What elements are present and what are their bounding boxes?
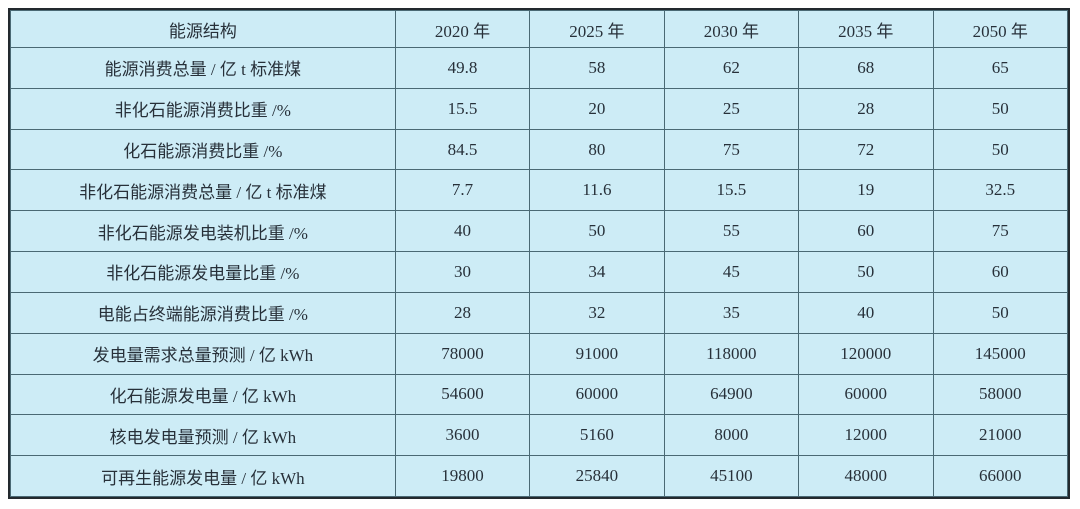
table-row: 电能占终端能源消费比重 /% 28 32 35 40 50 (10, 291, 1068, 334)
table-cell: 60 (798, 210, 934, 253)
table-cell: 58000 (932, 373, 1068, 416)
table-cell: 58 (529, 47, 665, 89)
table-row: 化石能源发电量 / 亿 kWh 54600 60000 64900 60000 … (10, 373, 1068, 416)
table-row: 发电量需求总量预测 / 亿 kWh 78000 91000 118000 120… (10, 332, 1068, 375)
row-label: 电能占终端能源消费比重 /% (10, 291, 396, 334)
table-cell: 5160 (529, 414, 665, 457)
table-cell: 75 (932, 210, 1068, 253)
table-cell: 8000 (663, 414, 800, 457)
table-row: 可再生能源发电量 / 亿 kWh 19800 25840 45100 48000… (10, 455, 1068, 497)
table-cell: 84.5 (394, 128, 531, 171)
row-label: 非化石能源发电装机比重 /% (10, 210, 396, 253)
column-header-structure: 能源结构 (10, 10, 396, 48)
table-cell: 64900 (663, 373, 800, 416)
table-cell: 11.6 (529, 169, 665, 212)
table-cell: 80 (529, 128, 665, 171)
row-label: 可再生能源发电量 / 亿 kWh (10, 455, 396, 497)
column-header-2050: 2050 年 (932, 10, 1068, 48)
energy-structure-table-frame: 能源结构 2020 年 2025 年 2030 年 2035 年 2050 年 … (8, 8, 1070, 499)
table-cell: 3600 (394, 414, 531, 457)
table-cell: 54600 (394, 373, 531, 416)
table-cell: 32 (529, 291, 665, 334)
table-cell: 40 (798, 291, 934, 334)
table-cell: 32.5 (932, 169, 1068, 212)
table-row: 非化石能源消费总量 / 亿 t 标准煤 7.7 11.6 15.5 19 32.… (10, 169, 1068, 212)
table-row: 能源消费总量 / 亿 t 标准煤 49.8 58 62 68 65 (10, 47, 1068, 89)
table-cell: 19800 (394, 455, 531, 497)
table-row: 化石能源消费比重 /% 84.5 80 75 72 50 (10, 128, 1068, 171)
table-cell: 68 (798, 47, 934, 89)
table-cell: 35 (663, 291, 800, 334)
table-cell: 48000 (798, 455, 934, 497)
table-cell: 34 (529, 251, 665, 293)
table-cell: 50 (798, 251, 934, 293)
table-cell: 15.5 (663, 169, 800, 212)
table-cell: 66000 (932, 455, 1068, 497)
table-cell: 40 (394, 210, 531, 253)
table-cell: 60 (932, 251, 1068, 293)
table-row: 非化石能源消费比重 /% 15.5 20 25 28 50 (10, 87, 1068, 130)
table-cell: 49.8 (394, 47, 531, 89)
table-cell: 120000 (798, 332, 934, 375)
table-cell: 45100 (663, 455, 800, 497)
table-cell: 75 (663, 128, 800, 171)
table-cell: 60000 (798, 373, 934, 416)
column-header-2030: 2030 年 (663, 10, 800, 48)
table-cell: 20 (529, 87, 665, 130)
table-row: 非化石能源发电量比重 /% 30 34 45 50 60 (10, 251, 1068, 293)
column-header-2035: 2035 年 (798, 10, 934, 48)
table-cell: 45 (663, 251, 800, 293)
table-cell: 65 (932, 47, 1068, 89)
table-cell: 145000 (932, 332, 1068, 375)
table-cell: 28 (798, 87, 934, 130)
column-header-2025: 2025 年 (529, 10, 665, 48)
table-cell: 60000 (529, 373, 665, 416)
table-cell: 28 (394, 291, 531, 334)
row-label: 核电发电量预测 / 亿 kWh (10, 414, 396, 457)
row-label: 非化石能源消费比重 /% (10, 87, 396, 130)
table-row: 核电发电量预测 / 亿 kWh 3600 5160 8000 12000 210… (10, 414, 1068, 457)
row-label: 发电量需求总量预测 / 亿 kWh (10, 332, 396, 375)
table-row: 非化石能源发电装机比重 /% 40 50 55 60 75 (10, 210, 1068, 253)
table-cell: 50 (932, 291, 1068, 334)
table-cell: 50 (932, 87, 1068, 130)
table-cell: 21000 (932, 414, 1068, 457)
row-label: 能源消费总量 / 亿 t 标准煤 (10, 47, 396, 89)
column-header-2020: 2020 年 (394, 10, 531, 48)
table-cell: 55 (663, 210, 800, 253)
table-cell: 15.5 (394, 87, 531, 130)
row-label: 化石能源消费比重 /% (10, 128, 396, 171)
table-cell: 62 (663, 47, 800, 89)
table-cell: 91000 (529, 332, 665, 375)
energy-structure-table: 能源结构 2020 年 2025 年 2030 年 2035 年 2050 年 … (10, 10, 1068, 497)
table-cell: 50 (932, 128, 1068, 171)
table-cell: 19 (798, 169, 934, 212)
table-cell: 30 (394, 251, 531, 293)
table-cell: 25840 (529, 455, 665, 497)
table-cell: 12000 (798, 414, 934, 457)
row-label: 非化石能源消费总量 / 亿 t 标准煤 (10, 169, 396, 212)
row-label: 非化石能源发电量比重 /% (10, 251, 396, 293)
table-cell: 72 (798, 128, 934, 171)
table-cell: 7.7 (394, 169, 531, 212)
table-cell: 25 (663, 87, 800, 130)
table-cell: 118000 (663, 332, 800, 375)
table-cell: 78000 (394, 332, 531, 375)
row-label: 化石能源发电量 / 亿 kWh (10, 373, 396, 416)
table-cell: 50 (529, 210, 665, 253)
header-row: 能源结构 2020 年 2025 年 2030 年 2035 年 2050 年 (10, 10, 1068, 48)
